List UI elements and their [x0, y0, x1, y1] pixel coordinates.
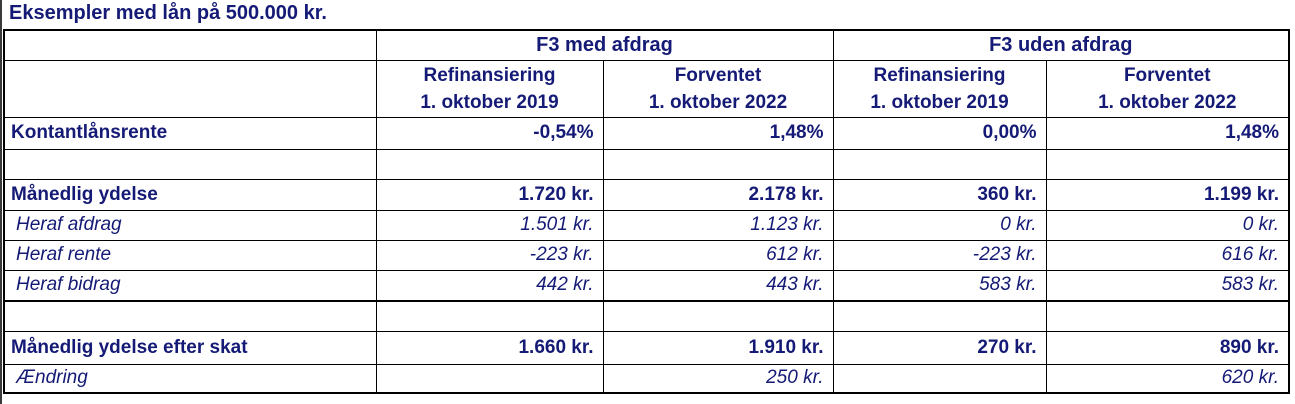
table-row-heraf-rente: Heraf rente -223 kr. 612 kr. -223 kr. 61… — [3, 239, 1290, 271]
cell — [1045, 148, 1290, 180]
cell: 1,48% — [602, 116, 834, 150]
subheader-refinansiering-2019-med: Refinansiering 1. oktober 2019 — [375, 59, 604, 118]
cell: 1.720 kr. — [375, 178, 604, 211]
table-row-spacer — [3, 148, 1290, 180]
table-row-manedlig-ydelse: Månedlig ydelse 1.720 kr. 2.178 kr. 360 … — [3, 178, 1290, 211]
cell — [832, 363, 1047, 394]
cell — [832, 300, 1047, 332]
cell — [375, 363, 604, 394]
cell — [375, 300, 604, 332]
subheader-line2: 1. oktober 2019 — [420, 91, 559, 113]
cell: 0 kr. — [832, 209, 1047, 241]
table-row-manedlig-ydelse-efter-skat: Månedlig ydelse efter skat 1.660 kr. 1.9… — [3, 330, 1290, 365]
row-label: Månedlig ydelse efter skat — [3, 330, 377, 365]
subheader-line1: Forventet — [674, 64, 762, 86]
subheader-refinansiering-2019-uden: Refinansiering 1. oktober 2019 — [832, 59, 1047, 118]
page-title: Eksempler med lån på 500.000 kr. — [9, 2, 327, 24]
cell: 1.199 kr. — [1045, 178, 1290, 211]
cell: 1.501 kr. — [375, 209, 604, 241]
cell: 1.123 kr. — [602, 209, 834, 241]
table-row-aendring: Ændring 250 kr. 620 kr. — [3, 363, 1290, 394]
cell: 443 kr. — [602, 269, 834, 302]
cell — [375, 148, 604, 180]
subheader-forventet-2022-med: Forventet 1. oktober 2022 — [602, 59, 834, 118]
row-label: Heraf afdrag — [3, 209, 377, 241]
cell: 0,00% — [832, 116, 1047, 150]
cell: 583 kr. — [832, 269, 1047, 302]
cell: 442 kr. — [375, 269, 604, 302]
cell — [602, 300, 834, 332]
subheader-line1: Refinansiering — [423, 64, 556, 86]
table-row-heraf-afdrag: Heraf afdrag 1.501 kr. 1.123 kr. 0 kr. 0… — [3, 209, 1290, 241]
row-label: Månedlig ydelse — [3, 178, 377, 211]
row-label: Kontantlånsrente — [3, 116, 377, 150]
subheader-line2: 1. oktober 2022 — [648, 91, 788, 113]
cell — [832, 148, 1047, 180]
group-header-row: F3 med afdrag F3 uden afdrag — [3, 29, 1290, 61]
row-label: Heraf rente — [3, 239, 377, 271]
cell: 2.178 kr. — [602, 178, 834, 211]
subheader-line1: Refinansiering — [873, 64, 1006, 86]
cell: 1,48% — [1045, 116, 1290, 150]
table-row-spacer — [3, 300, 1290, 332]
subheader-forventet-2022-uden: Forventet 1. oktober 2022 — [1045, 59, 1290, 118]
corner-cell — [3, 29, 377, 61]
corner-cell — [3, 59, 377, 118]
cell: 1.910 kr. — [602, 330, 834, 365]
cell: 620 kr. — [1045, 363, 1290, 394]
subheader-line2: 1. oktober 2022 — [1098, 91, 1237, 113]
table-row-kontantlansrente: Kontantlånsrente -0,54% 1,48% 0,00% 1,48… — [3, 116, 1290, 150]
cell: 583 kr. — [1045, 269, 1290, 302]
cell: 270 kr. — [832, 330, 1047, 365]
screenshot-left-edge — [0, 0, 2, 404]
cell: 890 kr. — [1045, 330, 1290, 365]
cell: 360 kr. — [832, 178, 1047, 211]
subheader-row: Refinansiering 1. oktober 2019 Forventet… — [3, 59, 1290, 118]
group-header-f3-uden-afdrag: F3 uden afdrag — [832, 29, 1290, 61]
cell — [602, 148, 834, 180]
subheader-line2: 1. oktober 2019 — [870, 91, 1009, 113]
cell — [1045, 300, 1290, 332]
row-label: Ændring — [3, 363, 377, 394]
table-row-heraf-bidrag: Heraf bidrag 442 kr. 443 kr. 583 kr. 583… — [3, 269, 1290, 302]
row-label — [3, 300, 377, 332]
cell: 1.660 kr. — [375, 330, 604, 365]
cell: -0,54% — [375, 116, 604, 150]
cell: -223 kr. — [832, 239, 1047, 271]
cell: -223 kr. — [375, 239, 604, 271]
subheader-line1: Forventet — [1123, 64, 1211, 86]
cell: 0 kr. — [1045, 209, 1290, 241]
cell: 250 kr. — [602, 363, 834, 394]
cell: 612 kr. — [602, 239, 834, 271]
row-label: Heraf bidrag — [3, 269, 377, 302]
row-label — [3, 148, 377, 180]
cell: 616 kr. — [1045, 239, 1290, 271]
loan-examples-table: F3 med afdrag F3 uden afdrag Refinansier… — [3, 29, 1290, 394]
group-header-f3-med-afdrag: F3 med afdrag — [375, 29, 834, 61]
